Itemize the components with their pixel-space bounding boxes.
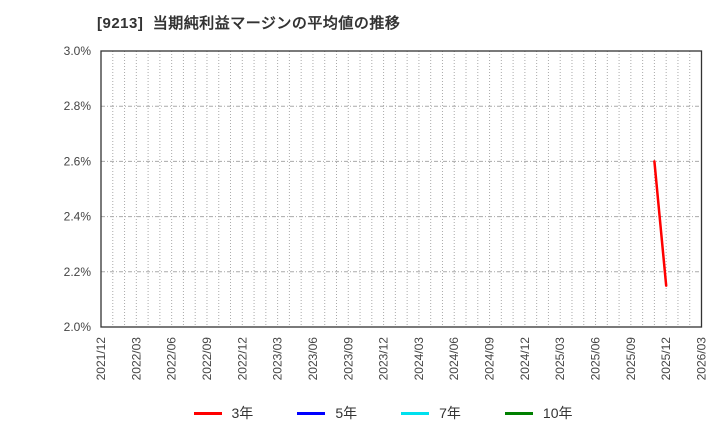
x-axis-tick-label: 2022/12 [235,337,249,381]
x-axis-tick-label: 2022/03 [129,337,143,381]
y-axis-tick-label: 2.0% [64,320,92,334]
x-axis-tick-label: 2022/06 [165,337,179,381]
legend-swatch-10y [504,411,533,415]
y-axis-tick-label: 2.6% [64,154,92,168]
legend-item-10y: 10年 [504,403,573,423]
x-axis-tick-label: 2024/06 [447,337,461,381]
legend-label-10y: 10年 [542,405,573,421]
x-axis-tick-label: 2026/03 [695,337,709,381]
legend-swatch-7y [401,411,430,415]
legend-item-7y: 7年 [401,403,461,423]
plot-border [100,50,703,328]
x-axis-tick-label: 2024/09 [483,337,497,381]
x-axis-tick-label: 2024/03 [412,337,426,381]
x-axis-tick-label: 2023/09 [341,337,355,381]
chart-legend: 3年 5年 7年 10年 [0,403,720,423]
x-axis-tick-label: 2025/12 [659,337,673,381]
x-axis-tick-label: 2023/06 [306,337,320,381]
x-axis-tick-label: 2025/03 [553,337,567,381]
series-line-0 [653,160,668,287]
x-axis-tick-label: 2024/12 [518,337,532,381]
x-axis-tick-label: 2023/03 [271,337,285,381]
legend-item-5y: 5年 [297,403,357,423]
x-axis-tick-label: 2021/12 [94,337,108,381]
legend-label-7y: 7年 [439,405,461,421]
x-axis-tick-label: 2025/09 [624,337,638,381]
y-axis-tick-label: 2.8% [64,99,92,113]
legend-label-3y: 3年 [231,405,254,421]
legend-swatch-5y [297,411,326,415]
legend-label-5y: 5年 [335,405,358,421]
y-axis-tick-label: 2.4% [64,210,92,224]
chart-title: [9213] 当期純利益マージンの平均値の推移 [97,15,401,32]
x-axis-tick-label: 2022/09 [200,337,214,381]
legend-item-3y: 3年 [193,403,254,423]
x-axis-tick-label: 2025/06 [589,337,603,381]
y-axis-tick-label: 2.2% [64,265,92,279]
x-axis-tick-label: 2023/12 [377,337,391,381]
y-axis-tick-label: 3.0% [64,44,92,58]
legend-swatch-3y [193,411,222,415]
